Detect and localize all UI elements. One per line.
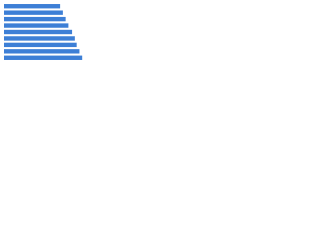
- chart: [4, 4, 83, 60]
- bar: [4, 36, 75, 41]
- bar: [4, 49, 80, 54]
- bar: [4, 16, 66, 22]
- bar: [4, 42, 77, 48]
- bar: [4, 55, 83, 60]
- bar: [4, 23, 69, 28]
- bar: [4, 4, 61, 9]
- bar: [4, 29, 73, 35]
- bar: [4, 10, 63, 15]
